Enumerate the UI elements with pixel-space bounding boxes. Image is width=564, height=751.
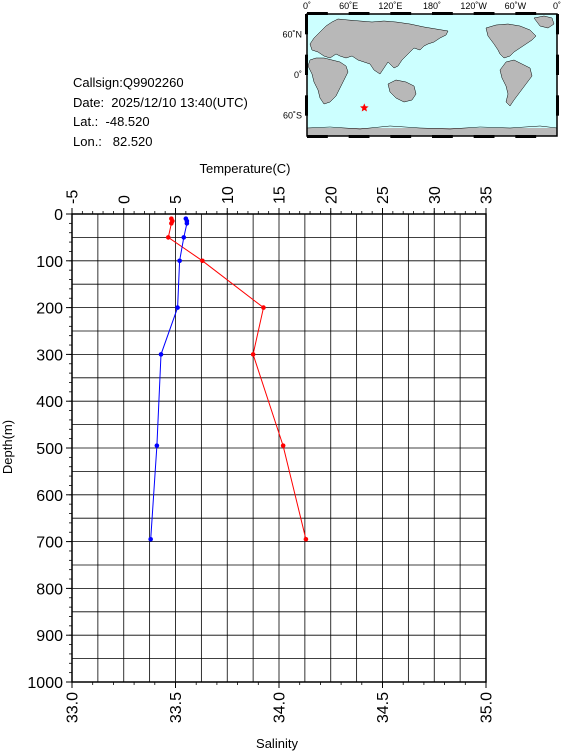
land-mass (499, 59, 533, 107)
map-frame-segment (556, 95, 559, 116)
temperature-axis-label: Temperature(C) (199, 161, 290, 176)
map-frame-segment (515, 135, 537, 138)
salinity-data-point (177, 258, 182, 264)
map-lon-label: 60˚W (505, 1, 527, 11)
map-lat-label: 60˚S (283, 111, 302, 121)
salinity-data-point (184, 221, 190, 226)
salinity-data-point (154, 443, 160, 448)
antarctica-coast (306, 125, 558, 130)
depth-tick-label: 0 (54, 207, 63, 224)
map-lon-label: 120˚E (378, 1, 402, 11)
temperature-tick-label: 25 (375, 186, 392, 204)
station-info: Callsign:Q9902260 Date: 2025/12/10 13:40… (73, 73, 248, 151)
map-frame-segment (305, 54, 308, 75)
temperature-data-point (261, 305, 266, 310)
salinity-data-point (148, 536, 153, 542)
map-frame-segment (348, 135, 370, 138)
date-text: Date: 2025/12/10 13:40(UTC) (73, 94, 248, 110)
map-lat-label: 60˚N (282, 29, 302, 39)
map-lon-label: 0˚ (303, 1, 311, 11)
temperature-tick-label: 20 (323, 186, 340, 204)
map-frame-segment (390, 12, 412, 15)
map-frame-segment (473, 12, 495, 15)
map-frame-segment (307, 12, 328, 15)
depth-tick-label: 900 (36, 628, 63, 645)
temperature-tick-label: -5 (65, 190, 82, 204)
salinity-data-point (181, 235, 187, 240)
temperature-data-point (303, 536, 309, 542)
temperature-tick-label: 5 (168, 195, 185, 204)
map-frame-segment (432, 12, 453, 15)
depth-tick-label: 300 (36, 347, 63, 364)
temperature-data-point (250, 352, 256, 357)
temperature-data-point (165, 235, 171, 240)
map-frame-segment (305, 95, 308, 116)
land-mass (533, 15, 555, 29)
salinity-tick-label: 34.0 (272, 692, 289, 723)
temperature-tick-label: 10 (220, 186, 237, 204)
salinity-tick-label: 33.0 (65, 692, 82, 723)
latitude-text: Lat.: -48.520 (73, 114, 150, 129)
temperature-data-point (169, 221, 174, 226)
salinity-tick-label: 33.5 (168, 692, 185, 723)
map-lon-label: 120˚W (460, 1, 487, 11)
salinity-tick-label: 34.5 (375, 692, 392, 723)
depth-tick-label: 1000 (27, 675, 63, 692)
map-frame-segment (515, 12, 537, 15)
salinity-data-point (158, 352, 164, 357)
map-frame-segment (348, 12, 370, 15)
map-frame-segment (390, 135, 412, 138)
salinity-profile-line (150, 218, 188, 540)
antarctica-land (307, 128, 557, 136)
salinity-axis-label: Salinity (256, 736, 298, 751)
world-map: 0˚ 60˚E 120˚E 180˚ 120˚W 60˚W 0˚ 60˚N 0˚ 60˚S (282, 1, 561, 138)
temperature-tick-label: 35 (479, 186, 496, 204)
depth-tick-label: 200 (36, 301, 63, 318)
map-frame-segment (305, 14, 308, 35)
map-lat-label: 0˚ (294, 70, 302, 80)
depth-tick-label: 600 (36, 488, 63, 505)
depth-tick-label: 500 (36, 441, 63, 458)
map-lon-label: 60˚E (339, 1, 358, 11)
longitude-text: Lon.: 82.520 (73, 133, 153, 149)
star-icon (360, 103, 369, 112)
map-frame-segment (473, 135, 495, 138)
depth-axis-label: Depth(m) (0, 420, 15, 474)
map-lon-label: 0˚ (553, 1, 561, 11)
salinity-tick-label: 35.0 (479, 692, 496, 723)
land-mass (387, 79, 417, 103)
land-mass (307, 57, 349, 105)
map-frame-segment (556, 54, 559, 75)
temperature-profile-line (167, 218, 307, 540)
temperature-tick-label: 0 (116, 195, 133, 204)
salinity-data-point (175, 305, 180, 310)
temperature-data-point (200, 258, 205, 264)
temperature-tick-label: 15 (272, 186, 289, 204)
callsign-text: Callsign:Q9902260 (73, 75, 184, 90)
depth-tick-label: 800 (36, 581, 63, 598)
depth-tick-label: 100 (36, 254, 63, 271)
temperature-data-point (280, 443, 286, 448)
depth-tick-label: 400 (36, 394, 63, 411)
map-lon-label: 180˚ (423, 1, 441, 11)
temperature-tick-label: 30 (427, 186, 444, 204)
depth-tick-label: 700 (36, 535, 63, 552)
map-frame-segment (556, 14, 559, 35)
land-mass (309, 18, 449, 75)
map-frame-segment (432, 135, 453, 138)
map-frame-segment (307, 135, 328, 138)
land-mass (485, 23, 537, 59)
